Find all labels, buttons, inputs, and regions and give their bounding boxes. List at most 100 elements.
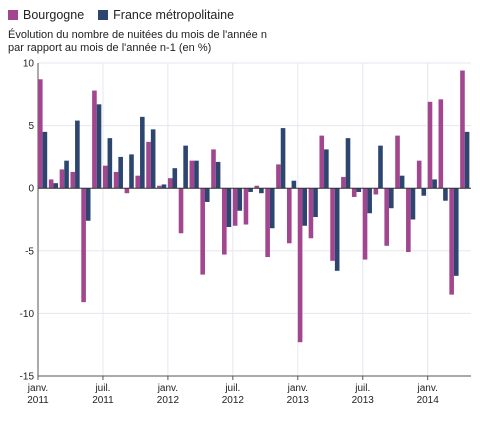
- bar-france: [161, 184, 167, 189]
- bar-bourgogne: [362, 188, 368, 260]
- bar-france: [334, 188, 340, 271]
- bar-france: [204, 188, 210, 202]
- bar-france: [75, 120, 80, 189]
- bar-bourgogne: [416, 160, 422, 189]
- bar-bourgogne: [81, 188, 86, 303]
- bar-france: [378, 145, 383, 189]
- y-tick-label: 5: [28, 121, 34, 132]
- bar-france: [42, 131, 48, 189]
- bar-bourgogne: [232, 188, 238, 226]
- legend-item-bourgogne: Bourgogne: [8, 8, 84, 22]
- bar-france: [280, 128, 286, 189]
- x-tick-label: 2011: [27, 395, 49, 406]
- bar-france: [453, 188, 459, 276]
- bar-bourgogne: [330, 188, 335, 261]
- bar-bourgogne: [449, 188, 454, 295]
- x-tick-label: 2014: [417, 395, 440, 406]
- bar-bourgogne: [59, 169, 65, 189]
- bar-bourgogne: [406, 188, 411, 253]
- bar-france: [421, 188, 427, 196]
- bar-bourgogne: [438, 99, 444, 189]
- y-tick-label: 10: [23, 59, 35, 70]
- bar-bourgogne: [200, 188, 205, 275]
- bar-france: [172, 168, 178, 189]
- bar-france: [183, 145, 188, 189]
- bar-france: [129, 154, 134, 189]
- bar-bourgogne: [102, 165, 108, 189]
- bar-bourgogne: [373, 188, 379, 195]
- y-tick-label: 0: [28, 184, 34, 195]
- bar-bourgogne: [222, 188, 227, 255]
- x-tick-label: 2012: [157, 395, 180, 406]
- bar-bourgogne: [243, 188, 249, 225]
- x-tick-label: juil.: [94, 383, 110, 394]
- bar-bourgogne: [460, 70, 465, 189]
- bar-bourgogne: [384, 188, 389, 246]
- bar-bourgogne: [124, 188, 130, 194]
- bar-bourgogne: [297, 188, 303, 343]
- bar-france: [345, 138, 351, 189]
- bar-france: [226, 188, 232, 228]
- bar-france: [64, 160, 69, 189]
- bar-bourgogne: [38, 79, 43, 189]
- bar-france: [248, 188, 253, 192]
- bar-bourgogne: [113, 171, 119, 189]
- x-tick-label: 2012: [222, 395, 245, 406]
- legend-item-france: France métropolitaine: [98, 8, 234, 22]
- y-tick-label: -10: [20, 309, 35, 320]
- bar-france: [291, 180, 297, 189]
- bar-bourgogne: [167, 178, 173, 189]
- legend-swatch-france: [98, 10, 109, 20]
- bar-france: [259, 188, 264, 194]
- bar-bourgogne: [157, 185, 162, 189]
- bar-france: [367, 188, 372, 214]
- bar-france: [53, 183, 59, 189]
- bar-france: [194, 160, 199, 189]
- bar-bourgogne: [308, 188, 314, 239]
- legend-label-bourgogne: Bourgogne: [23, 8, 85, 22]
- bar-bourgogne: [48, 179, 54, 189]
- y-axis-label-line-2: par rapport au mois de l'année n-1 (en %…: [8, 42, 212, 54]
- bar-france: [389, 188, 394, 209]
- x-tick-label: janv.: [287, 383, 308, 394]
- y-axis-label: Évolution du nombre de nuitées du mois d…: [8, 29, 267, 55]
- bar-bourgogne: [395, 135, 400, 189]
- bar-france: [443, 188, 448, 201]
- bar-france: [118, 156, 123, 189]
- bar-bourgogne: [427, 101, 433, 189]
- bar-bourgogne: [254, 185, 260, 189]
- bar-france: [399, 175, 405, 189]
- x-tick-label: janv.: [157, 383, 178, 394]
- bar-france: [313, 188, 318, 217]
- legend: Bourgogne France métropolitaine: [8, 8, 234, 22]
- y-tick-label: -15: [20, 372, 35, 383]
- bar-france: [432, 179, 437, 189]
- bar-bourgogne: [189, 160, 195, 189]
- bar-france: [356, 188, 362, 192]
- x-tick-label: janv.: [417, 383, 438, 394]
- bar-france: [324, 149, 329, 189]
- x-tick-label: 2013: [352, 395, 375, 406]
- x-tick-label: 2011: [92, 395, 114, 406]
- x-tick-label: 2013: [287, 395, 310, 406]
- bar-france: [96, 104, 102, 189]
- x-tick-label: juil.: [354, 383, 370, 394]
- bar-bourgogne: [351, 188, 357, 197]
- bar-france: [85, 188, 91, 221]
- bar-france: [215, 161, 221, 189]
- y-axis-label-line-1: Évolution du nombre de nuitées du mois d…: [8, 29, 267, 41]
- bar-bourgogne: [92, 90, 97, 189]
- x-tick-label: janv.: [27, 383, 48, 394]
- bar-bourgogne: [319, 135, 325, 189]
- legend-label-france: France métropolitaine: [113, 8, 235, 22]
- bar-bourgogne: [341, 176, 346, 189]
- bar-france: [140, 116, 145, 189]
- bar-bourgogne: [135, 175, 141, 189]
- legend-swatch-bourgogne: [8, 10, 18, 20]
- x-tick-label: juil.: [224, 383, 240, 394]
- bar-bourgogne: [265, 188, 270, 258]
- bar-france: [150, 129, 156, 189]
- y-tick-label: -5: [25, 246, 34, 257]
- bar-bourgogne: [211, 149, 216, 189]
